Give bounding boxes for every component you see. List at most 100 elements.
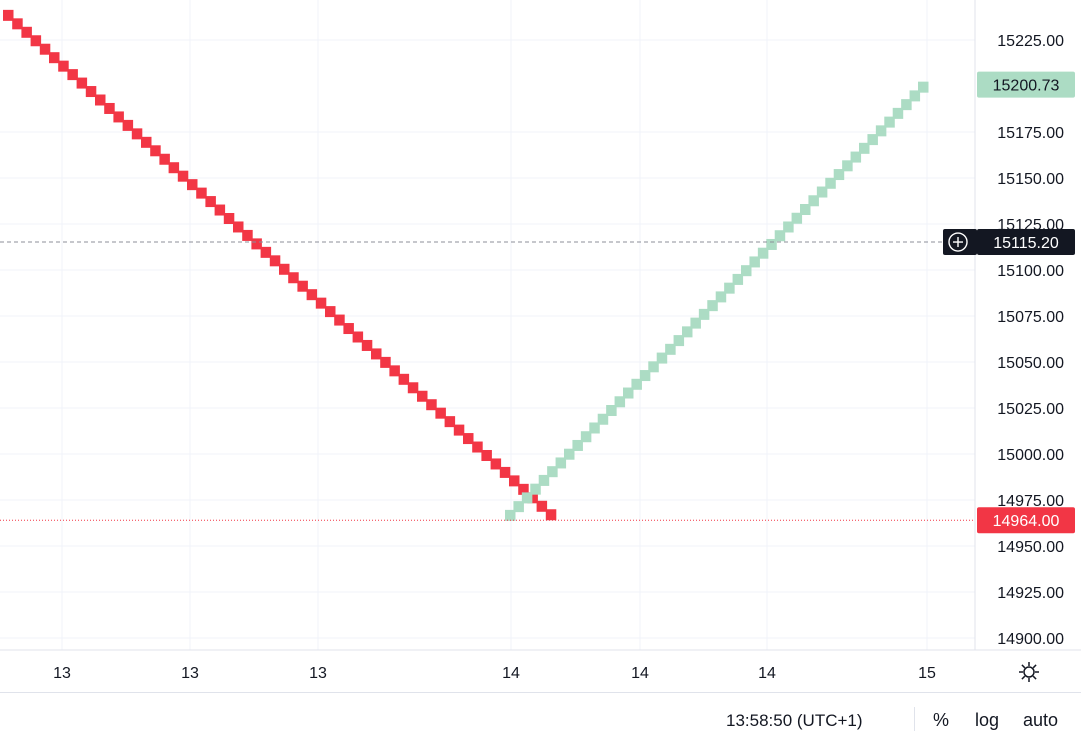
price-lines bbox=[0, 241, 975, 521]
down-brick bbox=[509, 475, 520, 487]
plus-circle-icon bbox=[948, 232, 968, 252]
down-brick bbox=[251, 238, 262, 250]
down-brick bbox=[196, 187, 207, 199]
up-brick bbox=[555, 457, 567, 469]
down-brick bbox=[398, 373, 410, 385]
down-brick bbox=[371, 348, 382, 360]
up-brick bbox=[538, 474, 550, 486]
timezone-clock[interactable]: 13:58:50 (UTC+1) bbox=[726, 711, 863, 730]
up-brick bbox=[749, 256, 760, 268]
up-brick bbox=[859, 142, 870, 154]
y-tick-label: 15075.00 bbox=[997, 309, 1064, 326]
up-brick bbox=[606, 405, 617, 417]
crosshair-price-label: 15115.20 bbox=[993, 235, 1059, 252]
down-brick bbox=[49, 52, 60, 64]
up-brick bbox=[774, 230, 786, 242]
y-tick-label: 14925.00 bbox=[997, 585, 1064, 602]
up-brick bbox=[682, 326, 693, 338]
down-brick bbox=[518, 483, 529, 495]
down-brick bbox=[12, 18, 23, 30]
y-tick-label: 14900.00 bbox=[997, 631, 1064, 648]
y-tick-label: 15050.00 bbox=[997, 355, 1064, 372]
last-price-label: 15200.73 bbox=[993, 78, 1060, 95]
down-brick bbox=[168, 162, 180, 174]
down-brick bbox=[269, 255, 281, 267]
up-brick bbox=[715, 291, 727, 303]
grid bbox=[0, 0, 1081, 651]
down-brick bbox=[536, 500, 548, 512]
percent-scale-button[interactable]: % bbox=[933, 710, 950, 730]
up-brick bbox=[909, 90, 921, 102]
down-brick bbox=[76, 77, 88, 89]
down-brick bbox=[85, 86, 97, 98]
down-brick bbox=[499, 466, 511, 478]
up-brick bbox=[724, 282, 735, 294]
down-brick bbox=[131, 128, 143, 140]
down-brick bbox=[389, 365, 400, 377]
toolbar-divider bbox=[914, 707, 915, 731]
x-tick-label: 13 bbox=[53, 665, 71, 682]
up-brick bbox=[623, 387, 634, 399]
down-brick bbox=[233, 221, 244, 233]
down-brick bbox=[67, 69, 78, 81]
down-brick bbox=[472, 441, 483, 453]
up-brick bbox=[707, 300, 718, 312]
up-brick bbox=[833, 169, 845, 181]
down-brick bbox=[453, 424, 465, 436]
down-brick bbox=[380, 356, 391, 368]
up-brick bbox=[572, 439, 583, 451]
down-brick bbox=[334, 314, 345, 326]
down-brick bbox=[214, 204, 226, 216]
price-labels: 15200.73 14964.00 15115.20 bbox=[943, 71, 1075, 534]
up-brick bbox=[741, 265, 752, 277]
up-brick bbox=[850, 151, 862, 163]
down-brick bbox=[545, 509, 557, 521]
up-brick bbox=[597, 413, 609, 425]
down-brick bbox=[58, 60, 69, 72]
down-brick bbox=[122, 119, 134, 131]
up-brick bbox=[513, 501, 524, 513]
down-brick bbox=[297, 280, 308, 292]
y-tick-label: 14950.00 bbox=[997, 539, 1064, 556]
up-brick bbox=[825, 177, 836, 189]
down-brick bbox=[95, 94, 106, 106]
down-brick bbox=[417, 390, 428, 402]
down-brick bbox=[187, 179, 198, 191]
up-brick bbox=[614, 396, 626, 408]
down-brick bbox=[21, 26, 32, 38]
down-brick bbox=[288, 272, 299, 284]
time-axis[interactable]: 13 13 13 14 14 14 15 bbox=[53, 665, 936, 682]
log-scale-button[interactable]: log bbox=[975, 710, 1000, 730]
price-axis[interactable]: 15225.0015175.0015150.0015125.0015100.00… bbox=[997, 33, 1064, 648]
down-brick bbox=[279, 263, 290, 275]
gear-icon[interactable] bbox=[1017, 660, 1041, 684]
down-brick bbox=[113, 111, 124, 123]
y-tick-label: 15175.00 bbox=[997, 125, 1064, 142]
renko-chart[interactable]: 15225.0015175.0015150.0015125.0015100.00… bbox=[0, 0, 1081, 692]
auto-scale-button[interactable]: auto bbox=[1023, 710, 1059, 730]
down-brick bbox=[177, 170, 189, 182]
down-brick bbox=[426, 399, 437, 411]
down-brick bbox=[159, 153, 170, 165]
down-brick bbox=[463, 433, 474, 445]
y-tick-label: 15000.00 bbox=[997, 447, 1064, 464]
up-brick bbox=[901, 99, 912, 111]
up-brick bbox=[580, 431, 592, 443]
x-tick-label: 13 bbox=[309, 665, 327, 682]
down-brick bbox=[260, 246, 272, 258]
up-brick bbox=[690, 317, 701, 329]
up-brick bbox=[631, 378, 642, 390]
x-tick-label: 14 bbox=[502, 665, 520, 682]
down-brick bbox=[223, 213, 235, 224]
up-brick bbox=[816, 186, 828, 198]
down-brick bbox=[104, 102, 115, 114]
up-brick bbox=[521, 492, 533, 504]
x-tick-label: 14 bbox=[758, 665, 776, 682]
up-brick bbox=[875, 125, 887, 137]
down-brick bbox=[325, 306, 336, 318]
up-brick bbox=[783, 221, 794, 233]
low-price-label-bg bbox=[977, 507, 1075, 534]
up-brick bbox=[564, 448, 575, 460]
up-brick bbox=[639, 370, 651, 382]
